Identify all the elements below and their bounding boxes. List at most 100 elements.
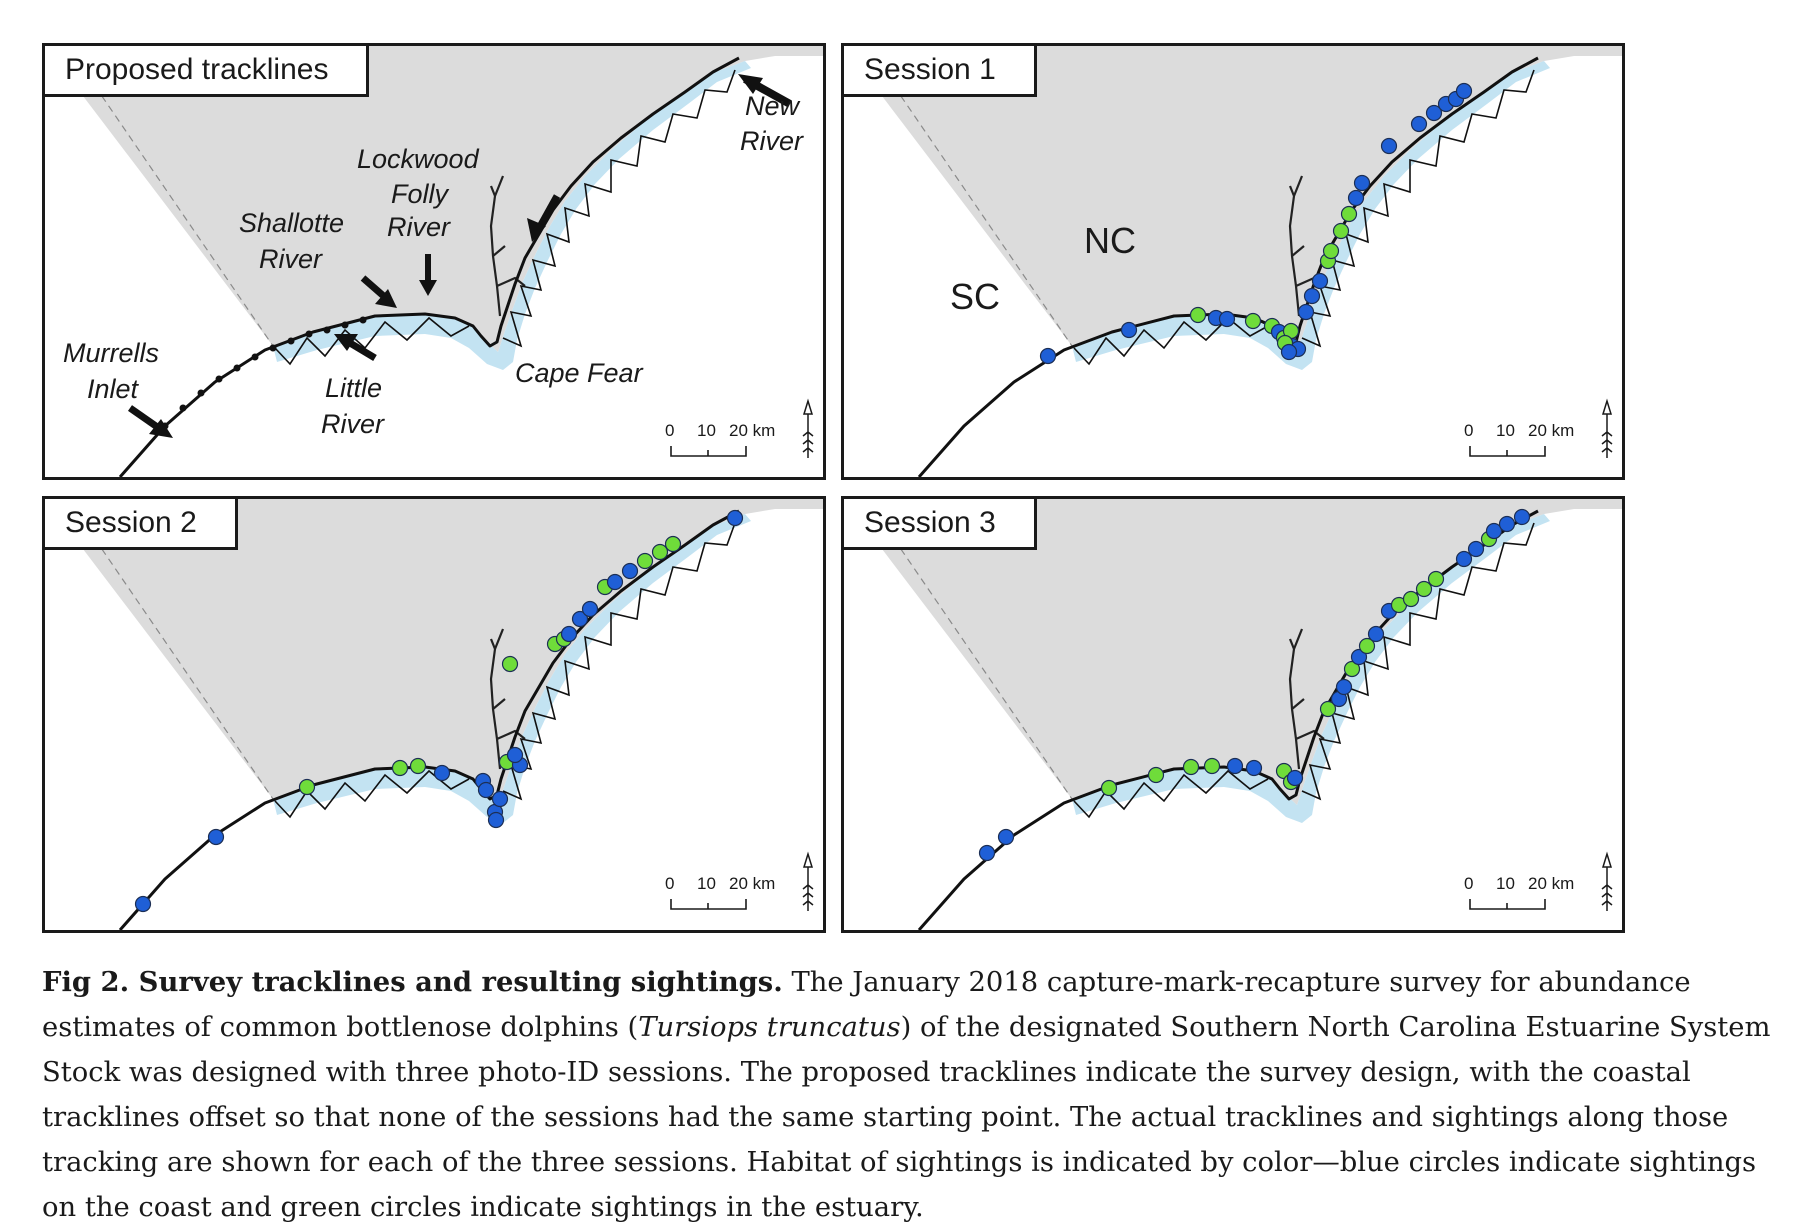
coast-sighting xyxy=(1380,137,1398,155)
label-new-river-1: New xyxy=(745,91,801,121)
scale-bar-line xyxy=(670,446,747,457)
map-panel-proposed: New River Lockwood Folly River Shallotte… xyxy=(42,43,826,480)
river-branches xyxy=(489,628,526,770)
coast-sighting xyxy=(1311,272,1329,290)
label-lockwood-3: River xyxy=(387,212,451,242)
arrow-shallotte xyxy=(360,275,397,308)
north-arrow-shape xyxy=(1601,398,1613,458)
estuary-sighting xyxy=(1332,222,1350,240)
arrow-lockwood xyxy=(527,194,561,242)
caption-lead: Fig 2. Survey tracklines and resulting s… xyxy=(42,966,783,998)
caption-part-2: ) of the designated Southern North Carol… xyxy=(42,1012,1771,1223)
scale-bar-line xyxy=(1469,446,1546,457)
waypoint xyxy=(359,316,367,324)
coast-sighting xyxy=(560,625,578,643)
state-border xyxy=(893,85,1073,347)
trackline xyxy=(118,56,740,477)
coast-sighting xyxy=(134,895,152,913)
north-arrow-shape xyxy=(802,398,814,458)
coast-sighting xyxy=(1335,678,1353,696)
sightings xyxy=(1039,82,1473,365)
waypoint xyxy=(197,389,205,397)
waypoint xyxy=(287,337,295,345)
map-session-1: NC SC 0 10 20 km xyxy=(844,46,1622,477)
arrow-new-river xyxy=(738,74,792,108)
estuary-sighting xyxy=(1244,312,1262,330)
coast-sighting xyxy=(1425,104,1443,122)
estuary-sighting xyxy=(636,552,654,570)
scale-tick-label: 10 xyxy=(697,874,716,893)
label-lockwood-2: Folly xyxy=(391,179,450,209)
estuary-sighting xyxy=(298,778,316,796)
map-panel-session-1: NC SC 0 10 20 km Session 1 xyxy=(841,43,1625,480)
coast-sighting xyxy=(1245,759,1263,777)
coast-sighting xyxy=(1218,310,1236,328)
coast-sighting xyxy=(1297,303,1315,321)
scale-bar: 0 10 20 km xyxy=(665,874,775,910)
coast-sighting xyxy=(1367,625,1385,643)
scale-tick-label: 20 km xyxy=(1528,421,1574,440)
waypoint xyxy=(269,344,277,352)
estuary-sighting xyxy=(409,757,427,775)
state-border xyxy=(94,85,274,347)
state-border xyxy=(94,538,274,800)
coast-sighting xyxy=(1485,522,1503,540)
estuary-sighting xyxy=(501,655,519,673)
scale-tick-label: 20 km xyxy=(729,874,775,893)
waypoint xyxy=(341,321,349,329)
panel-title: Session 2 xyxy=(45,499,238,550)
north-arrow-shape xyxy=(1601,851,1613,911)
map-session-3: 0 10 20 km xyxy=(844,499,1622,930)
coast-sighting xyxy=(477,781,495,799)
estuary-sighting xyxy=(1402,590,1420,608)
coast-sighting xyxy=(1039,347,1057,365)
map-proposed: New River Lockwood Folly River Shallotte… xyxy=(45,46,823,477)
map-panel-session-2: 0 10 20 km Session 2 xyxy=(42,496,826,933)
north-arrow xyxy=(1601,851,1613,911)
trackline-zigzag xyxy=(1073,69,1535,366)
caption-part-1: The January 2018 capture-mark-recapture … xyxy=(42,967,1691,1043)
panel-title: Proposed tracklines xyxy=(45,46,370,97)
land-area xyxy=(844,46,1622,352)
water-buffer xyxy=(273,61,751,370)
coast-sighting xyxy=(581,600,599,618)
waypoint xyxy=(215,375,223,383)
arrow-lockwood-down xyxy=(419,254,437,296)
estuary-sighting xyxy=(1189,306,1207,324)
map-panel-session-3: 0 10 20 km Session 3 xyxy=(841,496,1625,933)
coast-sighting xyxy=(606,573,624,591)
north-arrow xyxy=(1601,398,1613,458)
estuary-sighting xyxy=(1203,757,1221,775)
scale-tick-label: 0 xyxy=(1464,421,1473,440)
water-buffer xyxy=(273,514,751,823)
panel-title: Session 1 xyxy=(844,46,1037,97)
river-branches xyxy=(489,175,526,317)
scale-tick-label: 20 km xyxy=(729,421,775,440)
coast-sighting xyxy=(1226,757,1244,775)
label-new-river-2: River xyxy=(740,126,804,156)
land-area xyxy=(844,499,1622,805)
river-branches xyxy=(1288,175,1325,317)
estuary-sighting xyxy=(1427,570,1445,588)
coast-sighting xyxy=(207,828,225,846)
river-branches xyxy=(1288,628,1325,770)
north-arrow xyxy=(802,398,814,458)
water-buffer xyxy=(1072,61,1550,370)
estuary-sighting xyxy=(1322,242,1340,260)
scale-tick-label: 0 xyxy=(1464,874,1473,893)
coast-sighting xyxy=(1455,550,1473,568)
coast-sighting xyxy=(621,562,639,580)
estuary-sighting xyxy=(391,759,409,777)
coast-sighting xyxy=(1455,82,1473,100)
scale-bar-line xyxy=(1469,899,1546,910)
coast-sighting xyxy=(726,509,744,527)
estuary-sighting xyxy=(664,535,682,553)
estuary-sighting xyxy=(1147,766,1165,784)
scale-tick-label: 0 xyxy=(665,874,674,893)
scale-tick-label: 10 xyxy=(697,421,716,440)
scale-tick-label: 20 km xyxy=(1528,874,1574,893)
survey-waypoints xyxy=(161,316,367,430)
waypoint xyxy=(305,330,313,338)
estuary-sighting xyxy=(1358,637,1376,655)
label-nc: NC xyxy=(1084,220,1136,261)
